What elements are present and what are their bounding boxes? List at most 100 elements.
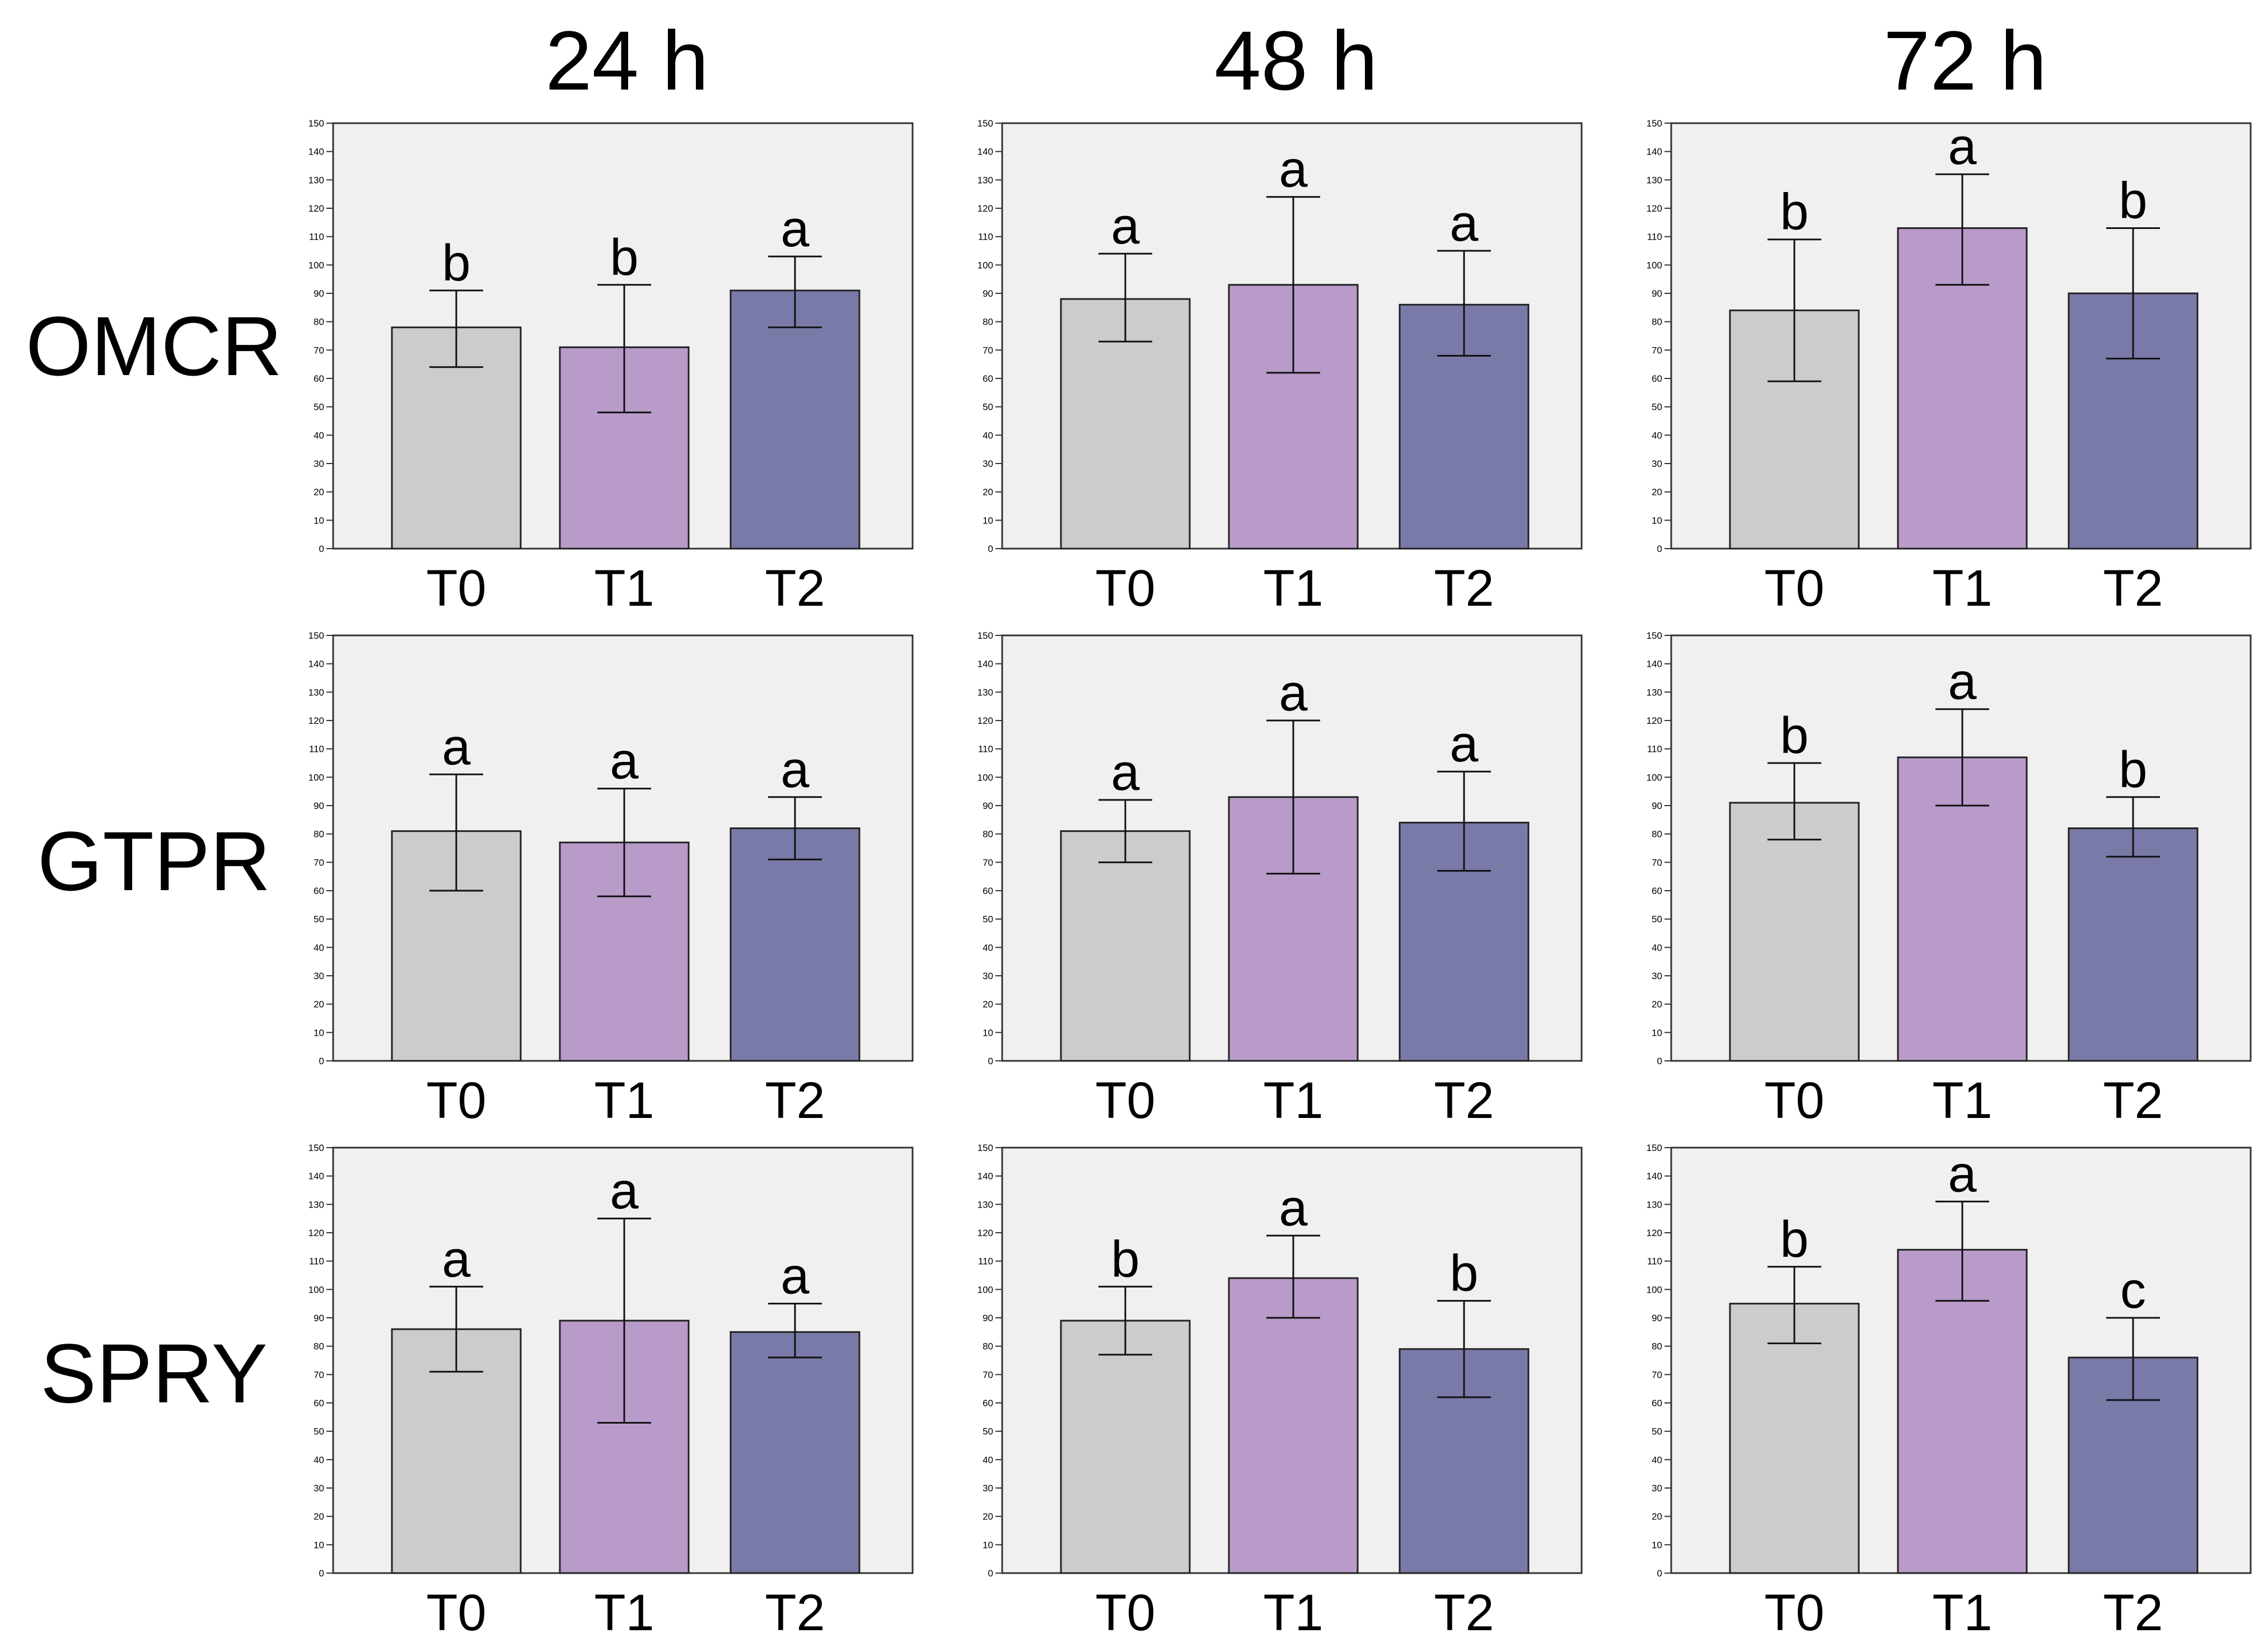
y-tick-label: 150 [1647,118,1662,129]
y-tick-label: 10 [983,1540,993,1550]
y-tick-label: 0 [319,1056,324,1066]
panel-gtpr-72h: 0 10 20 30 40 50 60 70 80 90 100 110 120 130 140 150 b T0… [1647,630,2252,1129]
y-tick-label: 20 [983,999,993,1010]
y-tick-label: 140 [978,659,993,670]
y-tick-label: 110 [978,744,993,755]
y-tick-label: 40 [1652,430,1662,441]
category-label-t1: T1 [1263,1072,1323,1129]
y-tick-label: 30 [1652,971,1662,981]
significance-label: a [780,200,810,258]
error-bar-t1 [597,1218,651,1424]
bar-t1 [1228,1277,1359,1574]
panel-omcr-72h: 0 10 20 30 40 50 60 70 80 90 100 110 120 130 140 150 b T0… [1647,118,2252,617]
error-bar-t0 [1098,252,1152,343]
significance-label: b [1449,1245,1478,1302]
y-tick-label: 30 [314,458,324,469]
y-tick-label: 90 [983,801,993,811]
y-tick-label: 60 [983,1398,993,1409]
error-bar-t0 [1767,1266,1821,1345]
category-label-t2: T2 [2103,560,2163,617]
y-tick-label: 70 [1652,1369,1662,1380]
y-tick-label: 60 [1652,373,1662,384]
column-title-48h: 48 h [1214,13,1378,107]
y-tick-label: 10 [983,515,993,526]
y-tick-label: 90 [314,801,324,811]
category-label-t1: T1 [1932,1072,1992,1129]
y-tick-label: 90 [1652,288,1662,299]
y-tick-label: 150 [978,118,993,129]
error-bar-t2 [1437,250,1491,357]
y-tick-label: 150 [978,1143,993,1153]
y-tick-label: 140 [308,147,324,157]
significance-label: b [610,229,638,286]
y-tick-label: 60 [983,373,993,384]
y-tick-label: 120 [308,715,324,726]
error-bar-t0 [429,773,483,892]
y-tick-label: 150 [308,118,324,129]
error-bar-t0 [1098,1285,1152,1356]
significance-label: b [1780,184,1808,241]
y-tick-label: 20 [1652,999,1662,1010]
y-tick-label: 40 [983,430,993,441]
column-title-72h: 72 h [1883,13,2047,107]
y-tick-label: 110 [1647,744,1662,755]
row-title-spry: SPRY [40,1326,268,1420]
y-tick-label: 60 [314,886,324,896]
y-tick-label: 40 [314,942,324,953]
y-tick-label: 20 [314,487,324,498]
y-tick-label: 50 [314,402,324,413]
significance-label: a [1279,141,1308,198]
y-tick-label: 150 [978,630,993,641]
y-tick-label: 140 [1647,659,1662,670]
y-tick-label: 70 [314,1369,324,1380]
category-label-t2: T2 [2103,1584,2163,1641]
error-bar-t2 [768,796,822,860]
category-label-t2: T2 [765,1584,825,1641]
error-bar-t2 [2106,1317,2160,1401]
y-tick-label: 0 [988,1568,993,1579]
significance-label: a [610,733,639,790]
bar-t2 [729,1331,861,1574]
y-tick-label: 70 [314,345,324,355]
bar-t0 [1729,802,1860,1062]
chart-panels: 0102030405060708090100110120130140150bT0… [308,118,2252,1641]
y-tick-label: 80 [1652,317,1662,327]
significance-label: a [1111,198,1140,255]
y-tick-label: 120 [978,1228,993,1238]
significance-label: a [1948,653,1977,710]
significance-label: b [1111,1230,1139,1288]
y-tick-label: 50 [1652,402,1662,413]
y-tick-label: 120 [308,1228,324,1238]
y-tick-label: 140 [978,1171,993,1182]
y-tick-label: 110 [309,1256,324,1267]
y-tick-label: 140 [1647,147,1662,157]
error-bar-t2 [768,1303,822,1359]
category-label-t0: T0 [1764,1072,1824,1129]
error-bar-t1 [597,284,651,414]
bar-t0 [1060,830,1191,1062]
y-tick-label: 100 [1647,772,1662,783]
error-bar-t1 [1266,196,1320,374]
y-tick-label: 30 [1652,1483,1662,1494]
significance-label: b [2119,741,2147,798]
y-tick-label: 120 [978,203,993,214]
error-bar-t2 [1437,1300,1491,1398]
category-label-t0: T0 [1764,560,1824,617]
bar-t2 [729,289,861,550]
y-tick-label: 120 [308,203,324,214]
y-tick-label: 0 [988,544,993,554]
y-tick-label: 70 [1652,345,1662,355]
y-tick-label: 150 [308,1143,324,1153]
bar-t2 [2068,827,2199,1062]
y-tick-label: 40 [1652,942,1662,953]
category-label-t2: T2 [1434,1072,1494,1129]
y-tick-label: 30 [314,1483,324,1494]
y-tick-label: 100 [308,772,324,783]
significance-label: a [1948,1145,1977,1203]
y-tick-label: 130 [978,175,993,185]
error-bar-t1 [1266,719,1320,875]
y-tick-label: 30 [983,971,993,981]
error-bar-t0 [429,1285,483,1373]
y-tick-label: 30 [983,1483,993,1494]
error-bar-t0 [429,289,483,368]
